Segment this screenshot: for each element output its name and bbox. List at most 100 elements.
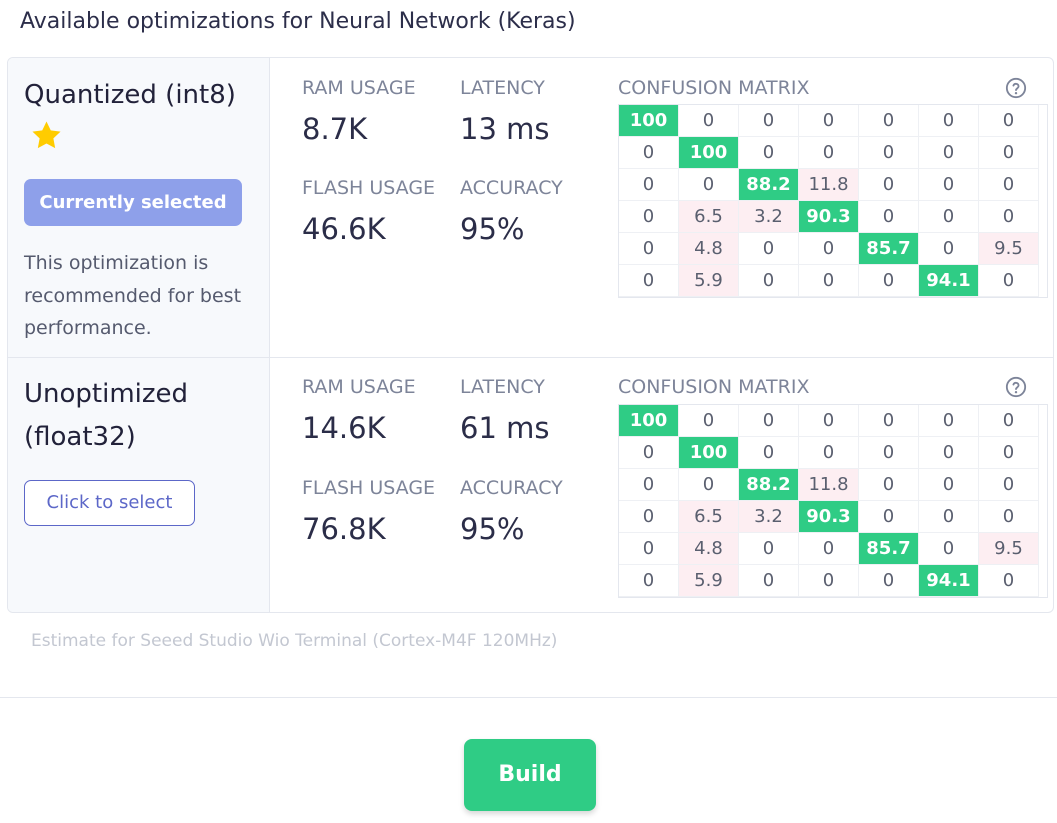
confusion-matrix-cell: 0 bbox=[919, 169, 979, 201]
confusion-matrix-cell: 0 bbox=[619, 533, 679, 565]
flash-usage-value: 46.6K bbox=[302, 212, 386, 246]
confusion-matrix-cell: 0 bbox=[619, 265, 679, 297]
optimization-row-quantized: Quantized (int8) Currently selected This… bbox=[8, 58, 1053, 358]
confusion-matrix-cell: 0 bbox=[859, 469, 919, 501]
confusion-matrix-cell: 0 bbox=[979, 565, 1039, 597]
confusion-matrix-cell: 0 bbox=[619, 501, 679, 533]
confusion-matrix-cell: 0 bbox=[739, 565, 799, 597]
optimization-summary: Quantized (int8) Currently selected This… bbox=[8, 58, 270, 357]
confusion-matrix-cell: 0 bbox=[859, 565, 919, 597]
confusion-matrix-cell: 9.5 bbox=[979, 533, 1039, 565]
confusion-matrix-cell: 0 bbox=[859, 501, 919, 533]
confusion-matrix-cell: 0 bbox=[919, 533, 979, 565]
confusion-matrix-cell: 0 bbox=[919, 437, 979, 469]
confusion-matrix-cell: 0 bbox=[739, 105, 799, 137]
confusion-matrix-cell: 6.5 bbox=[679, 201, 739, 233]
flash-usage-label: FLASH USAGE bbox=[302, 177, 436, 199]
confusion-matrix-cell: 6.5 bbox=[679, 501, 739, 533]
confusion-matrix-cell: 94.1 bbox=[919, 565, 979, 597]
star-icon bbox=[32, 121, 61, 149]
confusion-matrix-cell: 0 bbox=[859, 265, 919, 297]
confusion-matrix-cell: 3.2 bbox=[739, 501, 799, 533]
confusion-matrix-cell: 0 bbox=[979, 501, 1039, 533]
confusion-matrix-cell: 0 bbox=[739, 533, 799, 565]
accuracy-label: ACCURACY bbox=[460, 477, 563, 499]
confusion-matrix-cell: 11.8 bbox=[799, 169, 859, 201]
confusion-matrix-cell: 0 bbox=[919, 405, 979, 437]
confusion-matrix-cell: 0 bbox=[679, 469, 739, 501]
confusion-matrix-cell: 0 bbox=[799, 565, 859, 597]
confusion-matrix-cell: 0 bbox=[979, 265, 1039, 297]
confusion-matrix-cell: 90.3 bbox=[799, 201, 859, 233]
confusion-matrix-cell: 0 bbox=[799, 265, 859, 297]
confusion-matrix-cell: 0 bbox=[979, 437, 1039, 469]
accuracy-label: ACCURACY bbox=[460, 177, 563, 199]
confusion-matrix-cell: 4.8 bbox=[679, 533, 739, 565]
confusion-matrix-cell: 0 bbox=[799, 105, 859, 137]
confusion-matrix-cell: 0 bbox=[919, 469, 979, 501]
confusion-matrix-cell: 0 bbox=[919, 233, 979, 265]
confusion-matrix-cell: 11.8 bbox=[799, 469, 859, 501]
optimization-row-unoptimized: Unoptimized (float32) Click to select RA… bbox=[8, 358, 1053, 612]
page-title: Available optimizations for Neural Netwo… bbox=[20, 9, 576, 34]
confusion-matrix-title: CONFUSION MATRIX bbox=[618, 376, 810, 398]
confusion-matrix-cell: 88.2 bbox=[739, 169, 799, 201]
confusion-matrix-cell: 0 bbox=[619, 469, 679, 501]
recommendation-note: This optimization is recommended for bes… bbox=[24, 252, 242, 339]
click-to-select-button[interactable]: Click to select bbox=[24, 480, 195, 526]
optimization-name: Quantized (int8) bbox=[24, 80, 236, 110]
confusion-matrix-cell: 0 bbox=[619, 565, 679, 597]
confusion-matrix-cell: 0 bbox=[859, 201, 919, 233]
confusion-matrix-title: CONFUSION MATRIX bbox=[618, 77, 810, 99]
confusion-matrix-cell: 85.7 bbox=[859, 533, 919, 565]
optimization-summary: Unoptimized (float32) Click to select bbox=[8, 358, 270, 612]
confusion-matrix-cell: 5.9 bbox=[679, 565, 739, 597]
latency-label: LATENCY bbox=[460, 77, 545, 99]
help-circle-icon[interactable] bbox=[1005, 77, 1027, 99]
confusion-matrix-cell: 0 bbox=[919, 201, 979, 233]
confusion-matrix-cell: 0 bbox=[799, 405, 859, 437]
confusion-matrix-cell: 0 bbox=[799, 533, 859, 565]
flash-usage-value: 76.8K bbox=[302, 512, 386, 546]
optimization-name: Unoptimized (float32) bbox=[24, 379, 189, 452]
confusion-matrix-cell: 0 bbox=[979, 137, 1039, 169]
divider bbox=[0, 697, 1057, 698]
confusion-matrix-cell: 0 bbox=[799, 437, 859, 469]
confusion-matrix-cell: 4.8 bbox=[679, 233, 739, 265]
confusion-matrix-cell: 0 bbox=[979, 405, 1039, 437]
accuracy-value: 95% bbox=[460, 512, 525, 546]
confusion-matrix-cell: 0 bbox=[979, 201, 1039, 233]
confusion-matrix-cell: 0 bbox=[979, 469, 1039, 501]
confusion-matrix-cell: 0 bbox=[919, 105, 979, 137]
confusion-matrix-cell: 94.1 bbox=[919, 265, 979, 297]
confusion-matrix-cell: 100 bbox=[679, 137, 739, 169]
confusion-matrix-cell: 3.2 bbox=[739, 201, 799, 233]
ram-usage-label: RAM USAGE bbox=[302, 376, 416, 398]
confusion-matrix-cell: 0 bbox=[739, 405, 799, 437]
confusion-matrix-cell: 0 bbox=[619, 201, 679, 233]
confusion-matrix-cell: 0 bbox=[859, 437, 919, 469]
confusion-matrix-cell: 0 bbox=[619, 169, 679, 201]
confusion-matrix-cell: 100 bbox=[619, 405, 679, 437]
help-circle-icon[interactable] bbox=[1005, 376, 1027, 398]
confusion-matrix-cell: 85.7 bbox=[859, 233, 919, 265]
ram-usage-value: 8.7K bbox=[302, 112, 368, 146]
confusion-matrix-cell: 0 bbox=[679, 169, 739, 201]
latency-value: 13 ms bbox=[460, 112, 550, 146]
confusion-matrix-cell: 0 bbox=[619, 233, 679, 265]
currently-selected-button[interactable]: Currently selected bbox=[24, 179, 242, 226]
accuracy-value: 95% bbox=[460, 212, 525, 246]
ram-usage-value: 14.6K bbox=[302, 411, 386, 445]
confusion-matrix-cell: 88.2 bbox=[739, 469, 799, 501]
latency-value: 61 ms bbox=[460, 411, 550, 445]
confusion-matrix-cell: 0 bbox=[919, 501, 979, 533]
confusion-matrix-cell: 0 bbox=[619, 437, 679, 469]
confusion-matrix-cell: 0 bbox=[739, 137, 799, 169]
build-button[interactable]: Build bbox=[464, 739, 596, 811]
confusion-matrix-cell: 0 bbox=[799, 233, 859, 265]
confusion-matrix-cell: 0 bbox=[859, 105, 919, 137]
confusion-matrix-cell: 0 bbox=[979, 105, 1039, 137]
estimate-footnote: Estimate for Seeed Studio Wio Terminal (… bbox=[31, 631, 558, 651]
confusion-matrix-cell: 0 bbox=[799, 137, 859, 169]
optimizations-panel: Quantized (int8) Currently selected This… bbox=[7, 57, 1054, 613]
